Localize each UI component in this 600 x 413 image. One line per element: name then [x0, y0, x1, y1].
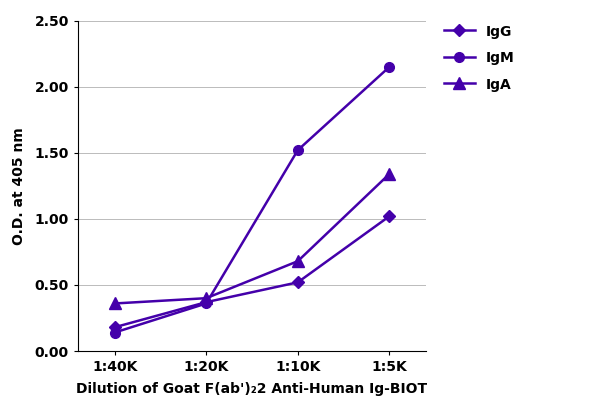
IgM	[294, 148, 301, 153]
IgA	[294, 259, 301, 263]
IgG	[203, 300, 210, 305]
IgA	[111, 301, 118, 306]
IgA	[386, 171, 393, 176]
Line: IgM: IgM	[110, 62, 394, 337]
Legend: IgG, IgM, IgA: IgG, IgM, IgA	[440, 21, 518, 96]
IgG	[386, 214, 393, 219]
IgG	[111, 325, 118, 330]
X-axis label: Dilution of Goat F(ab')₂2 Anti-Human Ig-BIOT: Dilution of Goat F(ab')₂2 Anti-Human Ig-…	[76, 382, 428, 396]
Line: IgG: IgG	[110, 212, 394, 331]
Y-axis label: O.D. at 405 nm: O.D. at 405 nm	[12, 127, 26, 245]
Line: IgA: IgA	[109, 169, 395, 309]
IgM	[111, 330, 118, 335]
IgA	[203, 296, 210, 301]
IgM	[386, 64, 393, 69]
IgM	[203, 301, 210, 306]
IgG	[294, 280, 301, 285]
